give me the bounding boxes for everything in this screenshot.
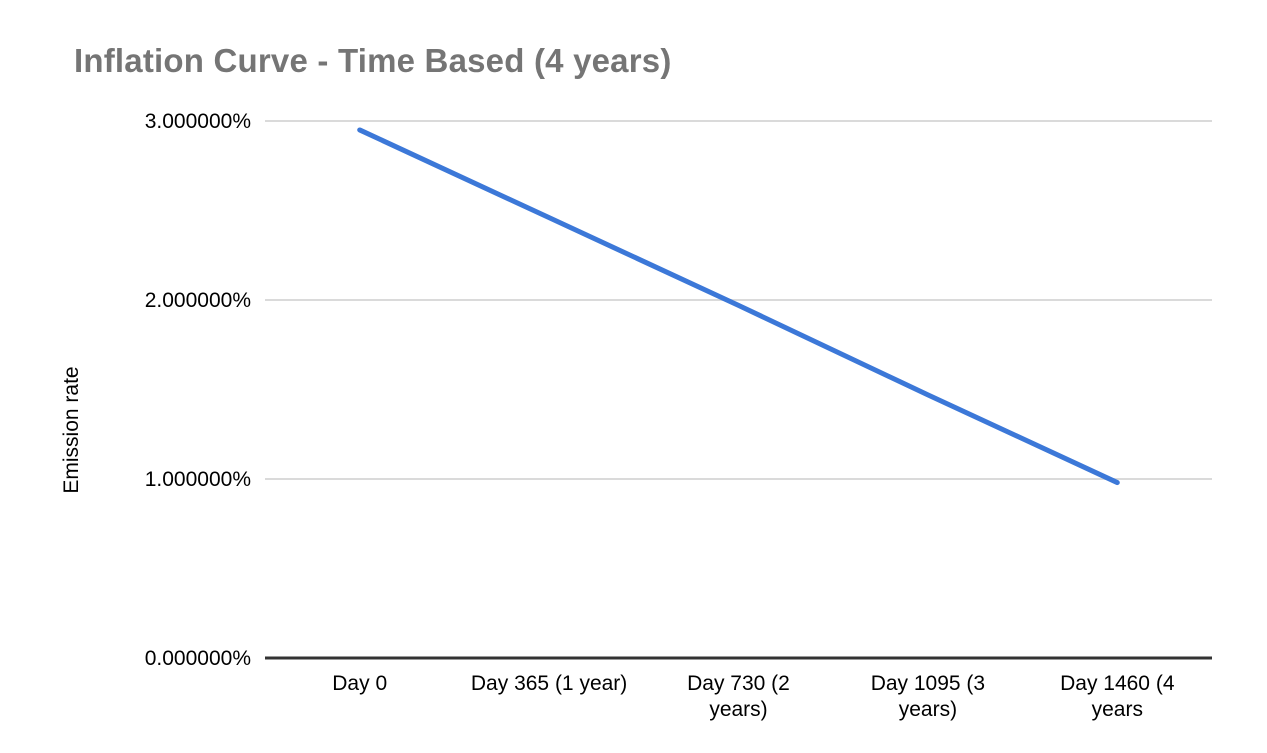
x-tick-label: Day 730 (2 [687, 672, 790, 695]
series-line-emission-rate [357, 127, 1120, 486]
x-tick-label: years) [709, 698, 767, 721]
x-tick-label: Day 365 (1 year) [471, 672, 627, 695]
x-tick-label: Day 1095 (3 [871, 672, 985, 695]
y-tick-label: 0.000000% [145, 647, 251, 670]
y-tick-label: 3.000000% [145, 110, 251, 133]
y-tick-label: 2.000000% [145, 289, 251, 312]
y-tick-label: 1.000000% [145, 468, 251, 491]
chart-title: Inflation Curve - Time Based (4 years) [74, 42, 672, 79]
x-tick-label: Day 1460 (4 [1060, 672, 1175, 695]
x-tick-label: Day 0 [332, 672, 387, 695]
x-tick-label: years) [899, 698, 957, 721]
x-tick-label: years [1092, 698, 1143, 721]
